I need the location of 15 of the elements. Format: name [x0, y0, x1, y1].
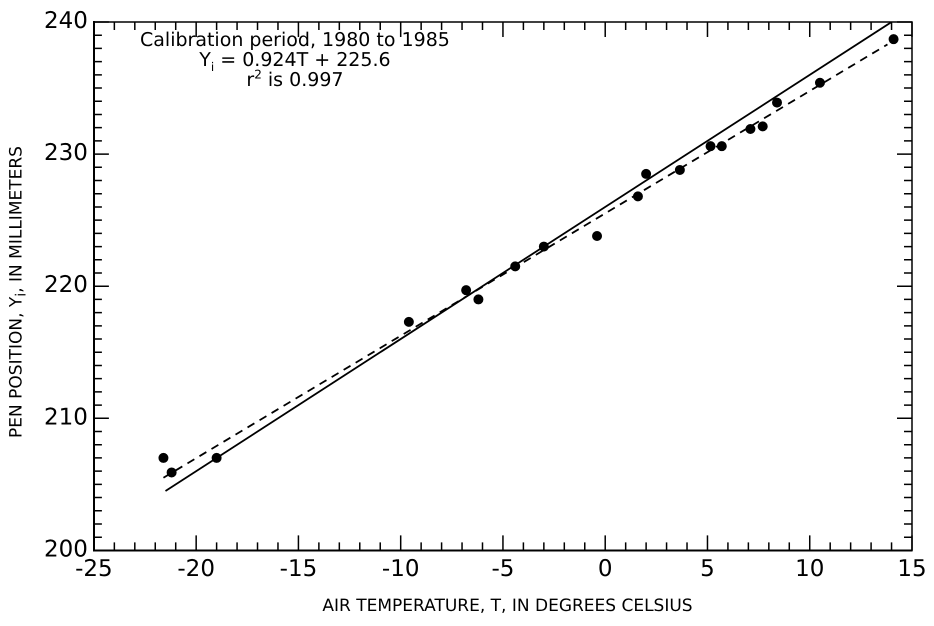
x-tick-label: 0 — [598, 556, 613, 582]
annotation: Calibration period, 1980 to 1985 — [140, 29, 450, 51]
x-tick-label: -10 — [382, 556, 420, 582]
annotation: r$^{2}$ is 0.997 — [245, 68, 344, 91]
x-tick-label: -5 — [491, 556, 514, 582]
y-tick-label: 240 — [44, 8, 88, 34]
x-tick-label: 10 — [795, 556, 824, 582]
x-tick-label: 5 — [700, 556, 715, 582]
y-tick-label: 230 — [44, 140, 88, 166]
x-tick-label: -20 — [177, 556, 215, 582]
x-tick-label: -15 — [280, 556, 318, 582]
x-axis-title: AIR TEMPERATURE, T, IN DEGREES CELSIUS — [321, 596, 694, 616]
x-tick-label: 15 — [897, 556, 927, 582]
y-tick-label: 220 — [44, 272, 88, 298]
y-tick-label: 210 — [44, 404, 88, 430]
